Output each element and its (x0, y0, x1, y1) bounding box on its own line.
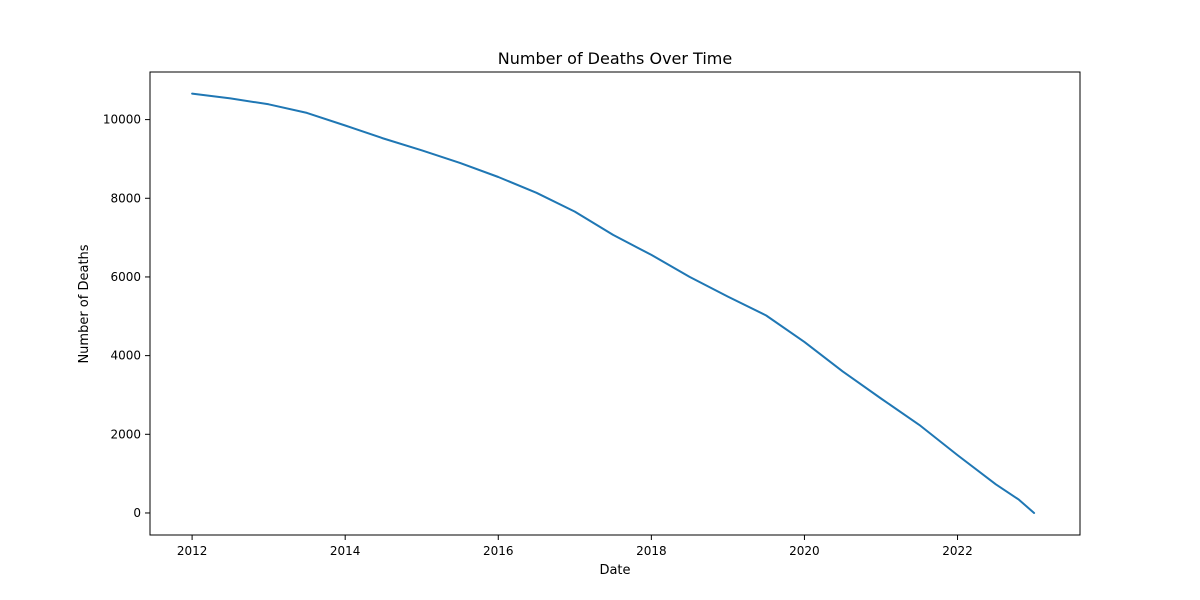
x-tick-label: 2018 (636, 544, 667, 558)
y-axis: 0 2000 4000 6000 8000 10000 (103, 113, 150, 520)
x-tick-label: 2016 (483, 544, 514, 558)
chart-title: Number of Deaths Over Time (498, 49, 732, 68)
x-axis-label: Date (599, 563, 630, 578)
y-tick-label: 10000 (103, 113, 141, 127)
y-tick-label: 2000 (110, 427, 141, 441)
y-axis-label: Number of Deaths (77, 244, 92, 363)
y-tick-label: 4000 (110, 349, 141, 363)
y-tick-label: 6000 (110, 270, 141, 284)
x-tick-label: 2022 (942, 544, 973, 558)
x-axis: 2012 2014 2016 2018 2020 2022 (177, 535, 973, 558)
y-tick-label: 0 (133, 506, 141, 520)
plot-frame (149, 71, 1081, 536)
x-tick-label: 2020 (789, 544, 820, 558)
series-line (191, 92, 1036, 514)
y-tick-label: 8000 (110, 191, 141, 205)
plot-area (149, 71, 1081, 536)
x-tick-label: 2014 (330, 544, 361, 558)
x-tick-label: 2012 (177, 544, 208, 558)
